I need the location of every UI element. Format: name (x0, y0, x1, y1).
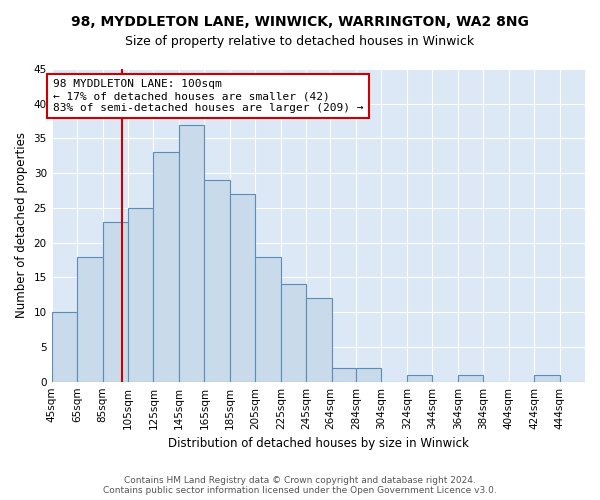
Y-axis label: Number of detached properties: Number of detached properties (15, 132, 28, 318)
Bar (332, 368, 356, 382)
Bar (205, 180, 230, 382)
Bar (458, 374, 483, 382)
Bar (230, 194, 256, 382)
Text: Size of property relative to detached houses in Winwick: Size of property relative to detached ho… (125, 35, 475, 48)
Bar (128, 208, 154, 382)
Bar (356, 368, 382, 382)
Text: 98 MYDDLETON LANE: 100sqm
← 17% of detached houses are smaller (42)
83% of semi-: 98 MYDDLETON LANE: 100sqm ← 17% of detac… (53, 80, 364, 112)
Text: Contains HM Land Registry data © Crown copyright and database right 2024.
Contai: Contains HM Land Registry data © Crown c… (103, 476, 497, 495)
Text: 98, MYDDLETON LANE, WINWICK, WARRINGTON, WA2 8NG: 98, MYDDLETON LANE, WINWICK, WARRINGTON,… (71, 15, 529, 29)
X-axis label: Distribution of detached houses by size in Winwick: Distribution of detached houses by size … (168, 437, 469, 450)
Bar (52, 312, 77, 382)
Bar (306, 298, 332, 382)
Bar (77, 256, 103, 382)
Bar (179, 124, 205, 382)
Bar (534, 374, 560, 382)
Bar (154, 152, 179, 382)
Bar (281, 284, 306, 382)
Bar (256, 256, 281, 382)
Bar (103, 222, 128, 382)
Bar (407, 374, 432, 382)
